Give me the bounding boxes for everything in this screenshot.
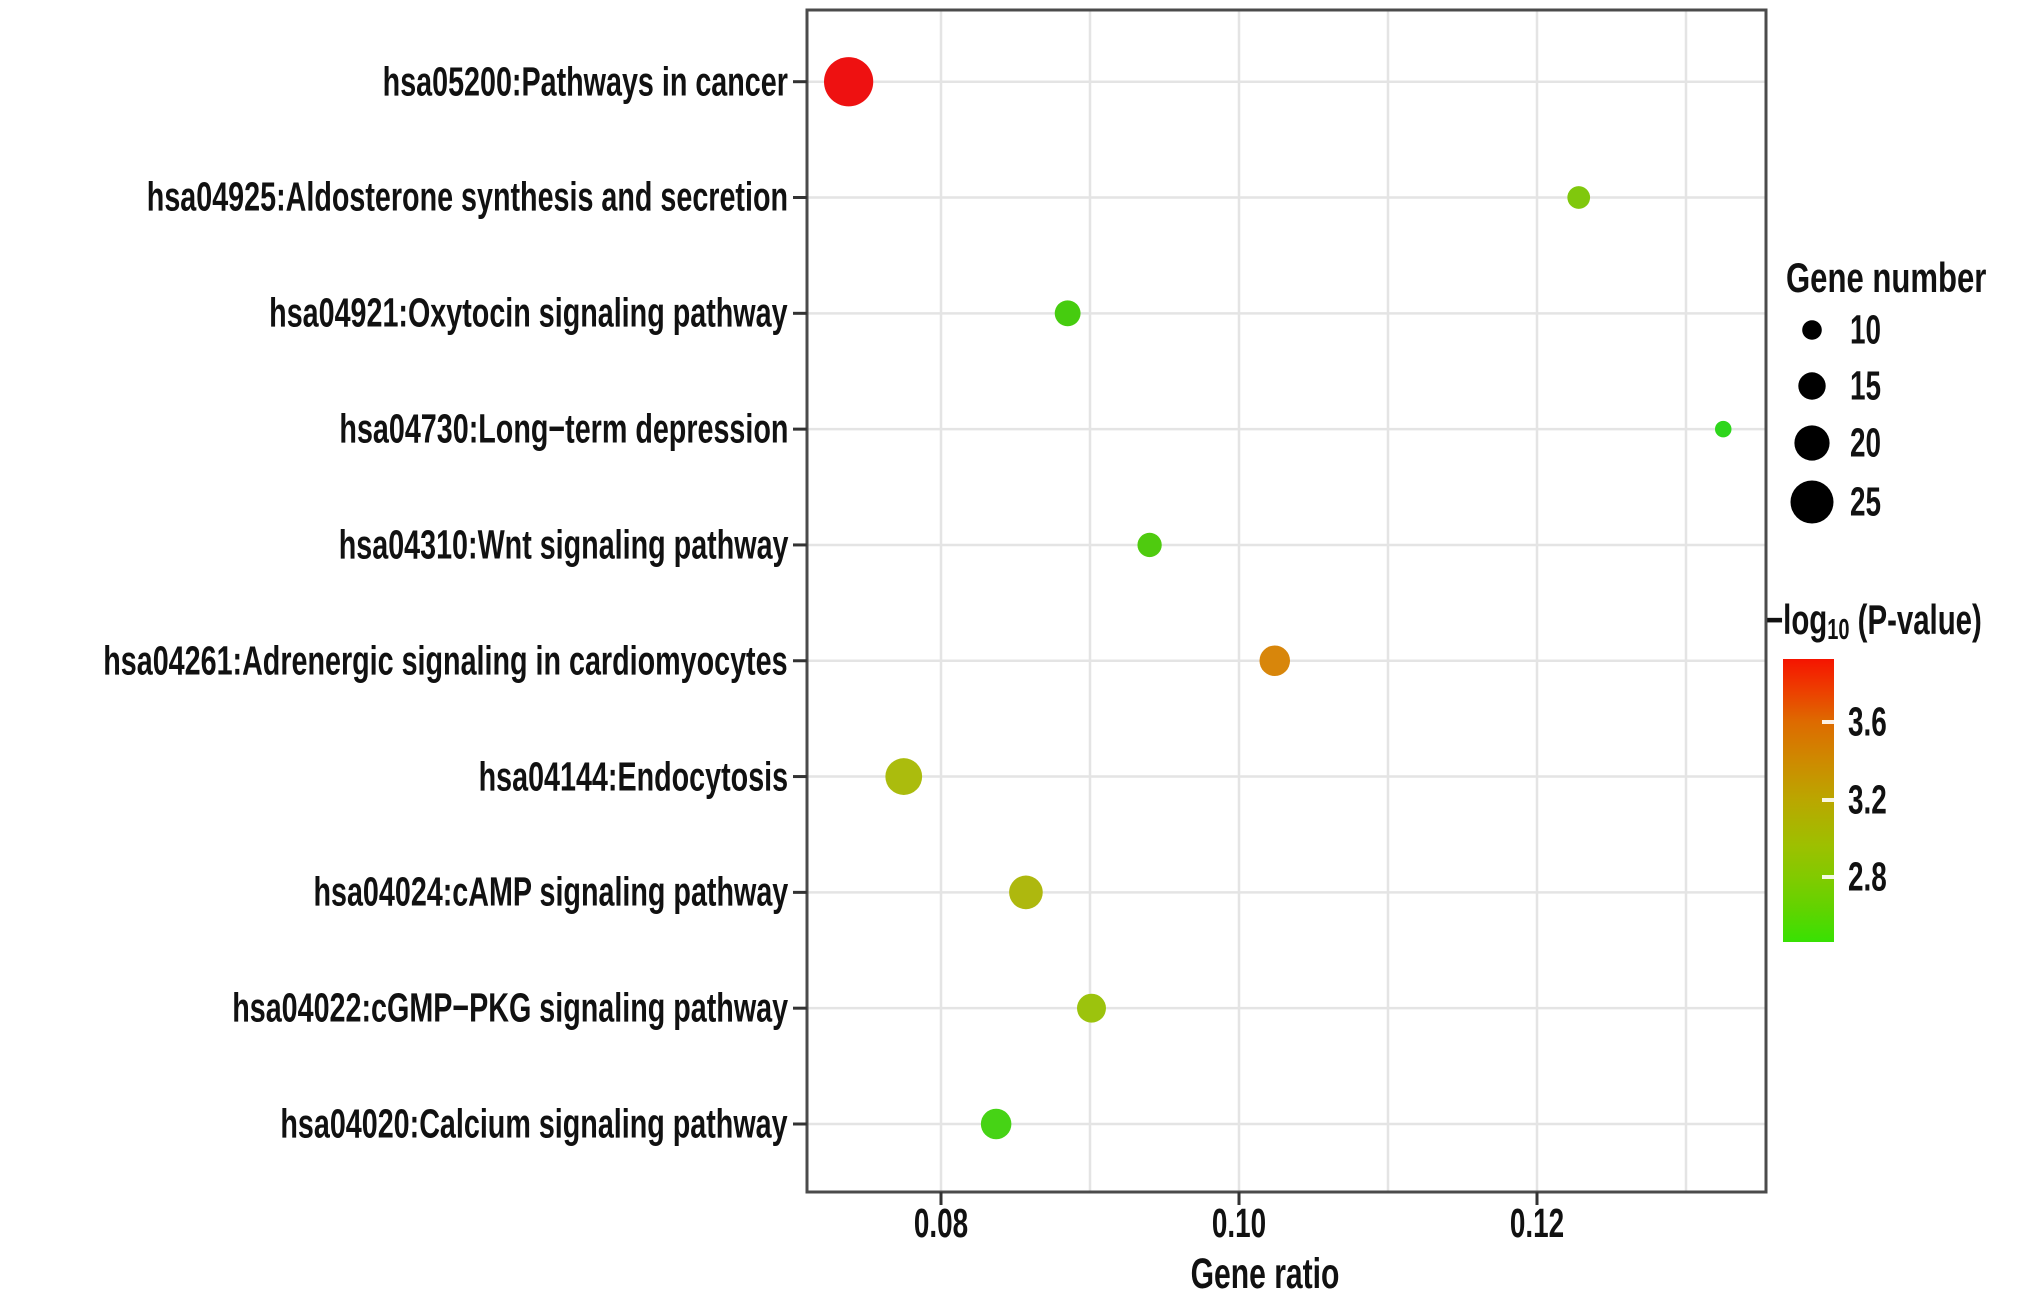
legend-pvalue-title-suffix: (P-value) bbox=[1849, 596, 1982, 643]
data-point bbox=[1715, 420, 1732, 438]
color-bar-notch-3-2 bbox=[1822, 798, 1834, 802]
legend-size-dot bbox=[1798, 372, 1826, 400]
legend-size-dot bbox=[1794, 425, 1830, 461]
panel-border bbox=[805, 8, 1768, 1194]
data-point bbox=[824, 57, 874, 107]
y-axis-label-pathways-in-cancer: hsa05200:Pathways in cancer bbox=[382, 58, 788, 105]
y-axis-label-wnt: hsa04310:Wnt signaling pathway bbox=[338, 521, 788, 568]
data-point bbox=[885, 758, 923, 795]
color-bar-notch-3-6 bbox=[1822, 720, 1834, 724]
legend-pvalue-title-prefix: −log bbox=[1766, 596, 1828, 643]
color-bar-notch-2-8 bbox=[1822, 875, 1834, 879]
legend-size-label-25: 25 bbox=[1850, 478, 1882, 525]
x-tick-label-012: 0.12 bbox=[1509, 1200, 1565, 1246]
data-point bbox=[1567, 186, 1591, 209]
y-axis-label-endocytosis: hsa04144:Endocytosis bbox=[478, 753, 788, 800]
y-axis-label-cgmp-pkg: hsa04022:cGMP−PKG signaling pathway bbox=[232, 984, 788, 1031]
data-point bbox=[1137, 532, 1162, 558]
legend-size-label-20: 20 bbox=[1850, 419, 1882, 466]
data-point bbox=[980, 1108, 1012, 1140]
y-axis-label-calcium: hsa04020:Calcium signaling pathway bbox=[280, 1100, 788, 1147]
y-axis-label-oxytocin: hsa04921:Oxytocin signaling pathway bbox=[269, 289, 788, 336]
legend-gene-number-title: Gene number bbox=[1786, 254, 1987, 301]
legend-size-label-10: 10 bbox=[1850, 306, 1882, 353]
x-axis-title: Gene ratio bbox=[1190, 1250, 1340, 1298]
legend-pvalue-title: −log10 (P-value) bbox=[1766, 596, 1982, 645]
pvalue-color-gradient-bar bbox=[1783, 659, 1834, 942]
data-point bbox=[1054, 300, 1081, 327]
legend-size-dot bbox=[1802, 320, 1822, 340]
x-tick-label-010: 0.10 bbox=[1211, 1200, 1267, 1246]
y-axis-label-long-term-depression: hsa04730:Long−term depression bbox=[338, 405, 788, 452]
y-axis-label-adrenergic: hsa04261:Adrenergic signaling in cardiom… bbox=[103, 637, 788, 684]
y-axis-label-camp: hsa04024:cAMP signaling pathway bbox=[313, 868, 788, 915]
legend-size-label-15: 15 bbox=[1850, 362, 1882, 409]
x-tick-label-008: 0.08 bbox=[913, 1200, 969, 1246]
color-bar-label-3-2: 3.2 bbox=[1848, 776, 1887, 823]
y-axis-label-aldosterone: hsa04925:Aldosterone synthesis and secre… bbox=[146, 173, 788, 220]
data-point bbox=[1009, 875, 1043, 910]
color-bar-label-3-6: 3.6 bbox=[1848, 698, 1887, 745]
legend-pvalue-title-subscript: 10 bbox=[1827, 614, 1850, 647]
color-bar-label-2-8: 2.8 bbox=[1848, 853, 1887, 900]
data-point bbox=[1077, 993, 1106, 1023]
legend-size-dot bbox=[1790, 480, 1834, 524]
data-point bbox=[1259, 645, 1291, 677]
